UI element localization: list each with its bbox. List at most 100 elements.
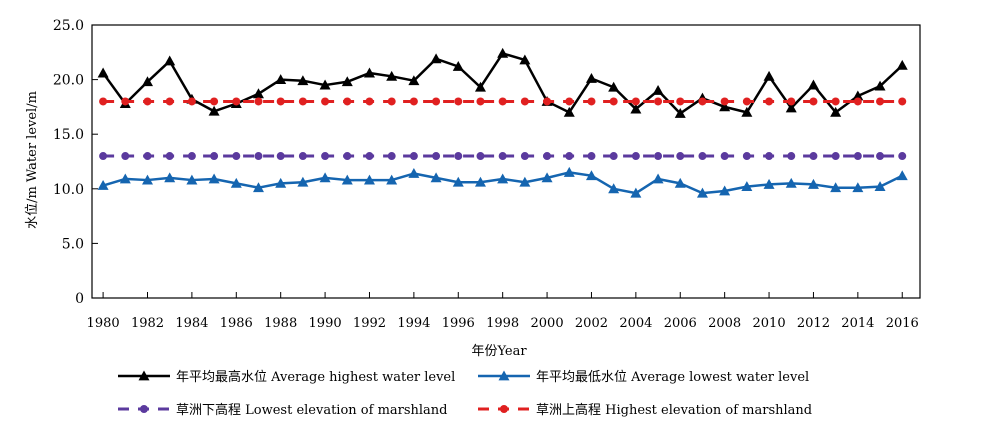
x-tick-label: 1994 [397, 316, 430, 331]
y-tick-label: 0 [75, 291, 84, 307]
y-tick-label: 5.0 [62, 236, 84, 252]
data-point [341, 174, 353, 185]
data-point [165, 152, 174, 161]
data-point [252, 88, 264, 99]
data-point [519, 176, 531, 187]
data-point [831, 152, 840, 161]
data-point [609, 152, 618, 161]
data-point [898, 152, 907, 161]
data-point [343, 97, 352, 106]
data-point [674, 107, 686, 118]
data-point [119, 173, 131, 184]
data-point [430, 53, 442, 64]
y-tick-label: 15.0 [53, 127, 84, 143]
data-point [210, 152, 219, 161]
data-point [719, 101, 731, 112]
data-point [520, 152, 529, 161]
data-point [474, 81, 486, 92]
data-point [674, 177, 686, 188]
data-point [541, 172, 553, 183]
data-point [631, 152, 640, 161]
data-point [809, 97, 818, 106]
data-point [876, 152, 885, 161]
data-point [187, 97, 196, 106]
data-point [276, 152, 285, 161]
data-point [719, 185, 731, 196]
data-point [298, 97, 307, 106]
data-point [853, 152, 862, 161]
data-point [319, 172, 331, 183]
data-point [676, 97, 685, 106]
data-point [232, 152, 241, 161]
legend-label: 草洲上高程 Highest elevation of marshland [536, 402, 812, 418]
data-point [787, 152, 796, 161]
data-point [609, 97, 618, 106]
legend-label: 草洲下高程 Lowest elevation of marshland [176, 402, 448, 418]
data-point [652, 85, 664, 95]
data-point [852, 90, 864, 101]
data-point [99, 97, 108, 106]
y-tick-label: 25.0 [53, 18, 84, 34]
data-point [520, 97, 529, 106]
x-tick-label: 1980 [87, 316, 120, 331]
data-point [563, 106, 575, 117]
data-point [497, 47, 509, 58]
x-tick-label: 1984 [175, 316, 208, 331]
data-point [896, 170, 908, 181]
data-point [831, 97, 840, 106]
data-point [387, 152, 396, 161]
data-point [741, 181, 753, 192]
data-point [452, 60, 464, 71]
data-point [186, 174, 198, 185]
data-point [409, 97, 418, 106]
data-point [874, 181, 886, 192]
data-point [765, 152, 774, 161]
data-point [430, 172, 442, 183]
series-1 [97, 166, 908, 198]
x-axis-title: 年份Year [471, 344, 527, 359]
x-tick-label: 2000 [531, 316, 564, 331]
data-point [852, 182, 864, 193]
legend-marker [138, 370, 150, 381]
x-tick-label: 1996 [442, 316, 475, 331]
data-point [97, 180, 109, 190]
x-tick-label: 1992 [353, 316, 386, 331]
legend-label: 年平均最高水位 Average highest water level [176, 369, 455, 385]
series-3 [99, 97, 907, 106]
plot-frame [91, 24, 921, 299]
data-point [254, 97, 263, 106]
data-point [210, 97, 219, 106]
data-point [543, 97, 552, 106]
data-point [741, 106, 753, 117]
data-point [230, 177, 242, 188]
data-point [275, 74, 287, 84]
data-point [630, 103, 642, 114]
data-point [254, 152, 263, 161]
data-point [585, 170, 597, 181]
data-point [565, 152, 574, 161]
x-tick-label: 2008 [708, 316, 741, 331]
x-tick-label: 2012 [797, 316, 830, 331]
data-point [319, 79, 331, 90]
data-point [565, 97, 574, 106]
data-point [474, 176, 486, 187]
data-point [807, 79, 819, 90]
x-tick-label: 1986 [220, 316, 253, 331]
data-point [631, 97, 640, 106]
data-point [830, 182, 842, 193]
data-point [164, 55, 176, 66]
series-2 [99, 152, 907, 161]
data-point [807, 178, 819, 189]
data-point [297, 75, 309, 86]
data-point [498, 97, 507, 106]
data-point [365, 152, 374, 161]
data-point [297, 176, 309, 187]
legend: 年平均最高水位 Average highest water level 年平均最低… [118, 369, 812, 418]
x-tick-label: 2002 [575, 316, 608, 331]
data-point [652, 173, 664, 184]
data-point [787, 97, 796, 106]
data-point [785, 102, 797, 113]
axes: 0 5.0 10.0 15.0 20.0 25.0 1980 1982 1984 1986 1988… [53, 18, 921, 331]
x-tick-label: 2004 [619, 316, 652, 331]
legend-item-2: 草洲下高程 Lowest elevation of marshland [118, 402, 448, 418]
